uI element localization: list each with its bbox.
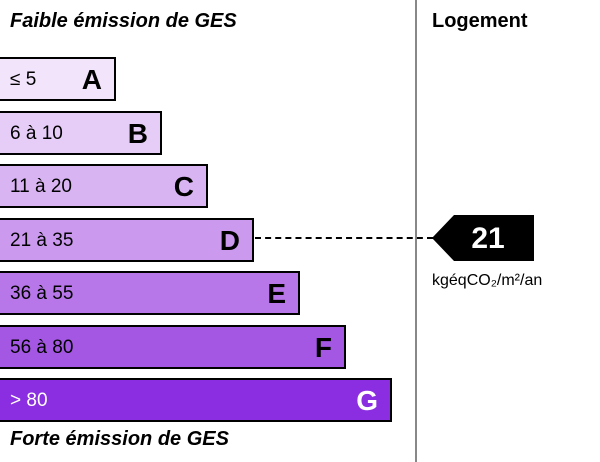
class-bar: ≤ 5 A — [0, 57, 116, 101]
class-range: 6 à 10 — [10, 122, 63, 144]
indicator-unit: kgéqCO₂/m²/an — [432, 272, 543, 289]
class-letter: F — [314, 331, 332, 363]
indicator-value: 21 — [471, 222, 504, 255]
column-header: Logement — [432, 10, 528, 32]
bottom-caption: Forte émission de GES — [10, 428, 229, 450]
class-bar: > 80 G — [0, 378, 392, 422]
class-letter: G — [356, 385, 378, 416]
top-caption: Faible émission de GES — [10, 10, 237, 32]
class-range: 36 à 55 — [10, 283, 74, 304]
class-range: ≤ 5 — [10, 69, 37, 90]
class-bar: 6 à 10 B — [0, 110, 162, 155]
arrow-shape — [432, 215, 534, 261]
class-bar: 56 à 80 F — [0, 324, 346, 369]
separator — [415, 0, 417, 462]
class-letter: E — [267, 278, 286, 309]
class-range: 21 à 35 — [10, 229, 74, 251]
class-bar: 11 à 20 C — [0, 164, 208, 208]
class-letter: D — [219, 224, 240, 256]
class-range: > 80 — [10, 390, 48, 411]
class-letter: C — [173, 171, 194, 202]
class-range: 56 à 80 — [10, 336, 74, 358]
class-letter: A — [81, 64, 102, 95]
class-bar: 36 à 55 E — [0, 271, 300, 315]
class-bar: 21 à 35 D — [0, 217, 254, 262]
class-range: 11 à 20 — [10, 176, 72, 197]
pointer-line — [255, 237, 433, 239]
indicator-arrow: 21 — [432, 215, 534, 261]
class-letter: B — [127, 117, 148, 149]
